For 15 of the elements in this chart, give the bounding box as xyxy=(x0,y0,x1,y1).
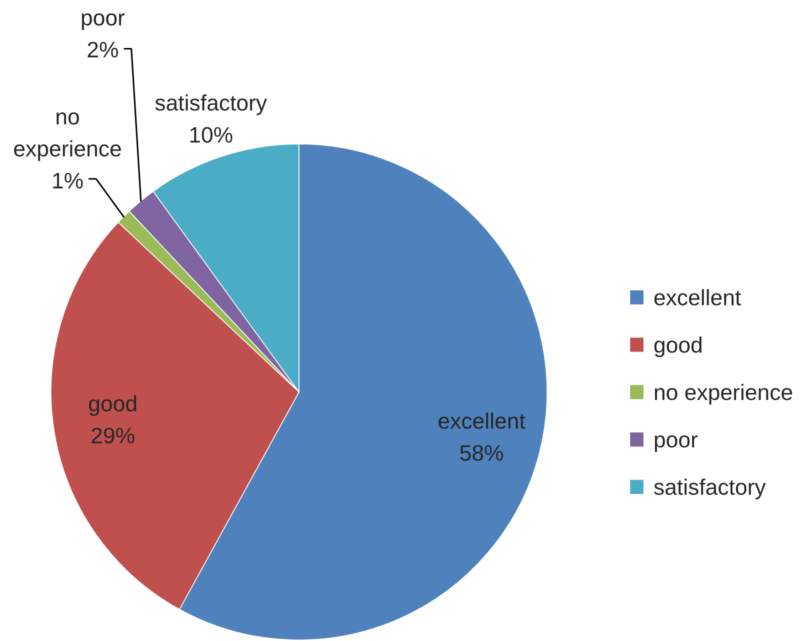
legend-label: no experience xyxy=(654,384,792,405)
data-label: 10% xyxy=(190,126,232,143)
data-label: 29% xyxy=(92,428,134,444)
legend-label: satisfactory xyxy=(654,478,766,500)
slice-label: good xyxy=(89,395,136,416)
data-label: 58% xyxy=(460,445,504,461)
slice-label: poor xyxy=(82,13,125,30)
slice-label: no experience xyxy=(14,112,121,161)
slice-label: satisfactory xyxy=(155,94,268,116)
legend-label: good xyxy=(654,336,702,358)
data-label: 1% xyxy=(53,172,83,188)
legend-label: excellent xyxy=(654,289,742,306)
data-label: 2% xyxy=(88,42,118,58)
legend-label: poor xyxy=(654,435,698,452)
slice-label: excellent xyxy=(438,412,526,429)
